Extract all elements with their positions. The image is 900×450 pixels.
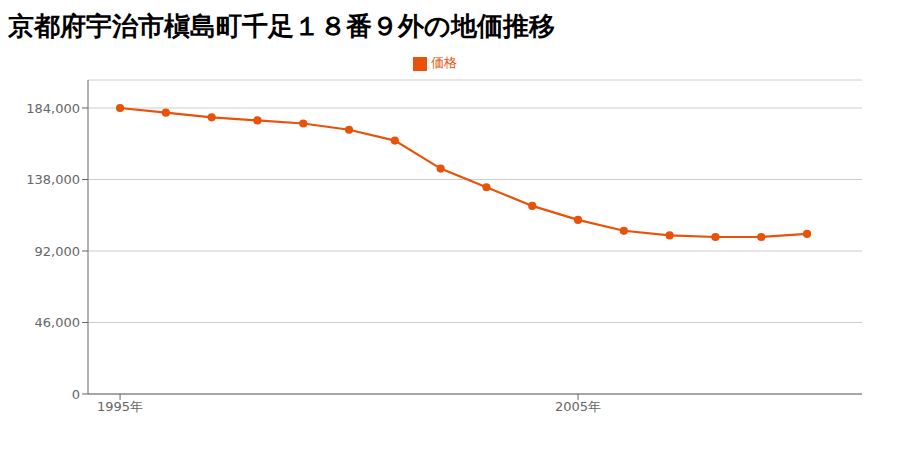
svg-text:138,000: 138,000 [26,172,80,187]
html-text:価格: 価格 [431,55,457,70]
svg-text:1995年: 1995年 [97,399,143,414]
svg-text:184,000: 184,000 [26,101,80,116]
svg-text:0: 0 [72,387,80,402]
svg-text:92,000: 92,000 [35,244,81,259]
svg-text:2005年: 2005年 [555,399,601,414]
html-text:京都府宇治市槇島町千足１８番９外の地価推移: 京都府宇治市槇島町千足１８番９外の地価推移 [8,11,555,41]
svg-text:46,000: 46,000 [35,315,81,330]
